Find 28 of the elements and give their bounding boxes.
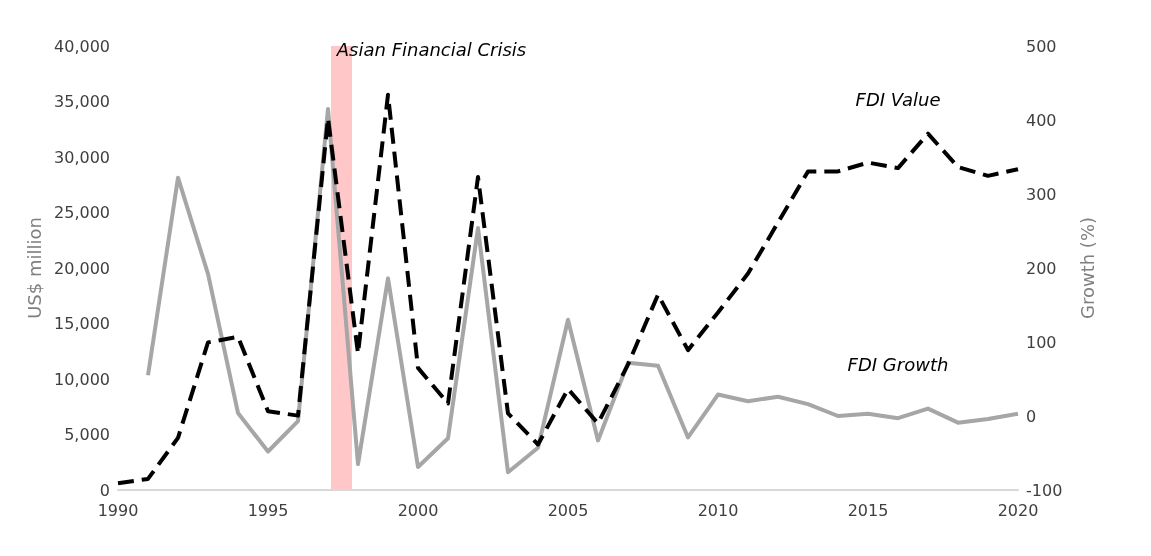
x-tick-label: 2010 xyxy=(697,500,739,520)
y-tick-label: 25,000 xyxy=(54,203,110,222)
y-tick-label: 35,000 xyxy=(54,92,110,111)
y-axis-title: US$ million xyxy=(23,217,45,319)
y2-axis-title: Growth (%) xyxy=(1076,216,1098,320)
x-tick-label: 1990 xyxy=(97,500,139,520)
x-tick-label: 2015 xyxy=(847,500,889,520)
y2-tick-label: 200 xyxy=(1026,258,1057,278)
y2-tick-label: 300 xyxy=(1026,184,1057,204)
text: FDI Growth xyxy=(847,353,949,375)
y-tick-label: 40,000 xyxy=(54,36,110,56)
series-label: FDI Value xyxy=(855,88,941,110)
band-label: Asian Financial Crisis xyxy=(335,38,527,60)
y-tick-label: 20,000 xyxy=(54,258,110,278)
x-tick-label: 2005 xyxy=(547,500,589,520)
y-tick-label: 10,000 xyxy=(54,369,110,389)
x-tick-label: 2020 xyxy=(997,500,1039,520)
y-tick-label: 30,000 xyxy=(54,147,110,167)
y-tick-label: 5,000 xyxy=(64,425,110,444)
y2-tick-label: 400 xyxy=(1026,110,1057,130)
y2-tick-label: 100 xyxy=(1026,332,1057,352)
x-tick-label: 2000 xyxy=(397,500,439,520)
y-tick-label: 15,000 xyxy=(54,314,110,333)
y-tick-label: 0 xyxy=(99,480,110,500)
x-tick-label: 1995 xyxy=(247,500,289,520)
y2-tick-label: 500 xyxy=(1026,36,1057,56)
y2-tick-label: 0 xyxy=(1026,406,1037,426)
y2-tick-label: -100 xyxy=(1026,480,1063,500)
